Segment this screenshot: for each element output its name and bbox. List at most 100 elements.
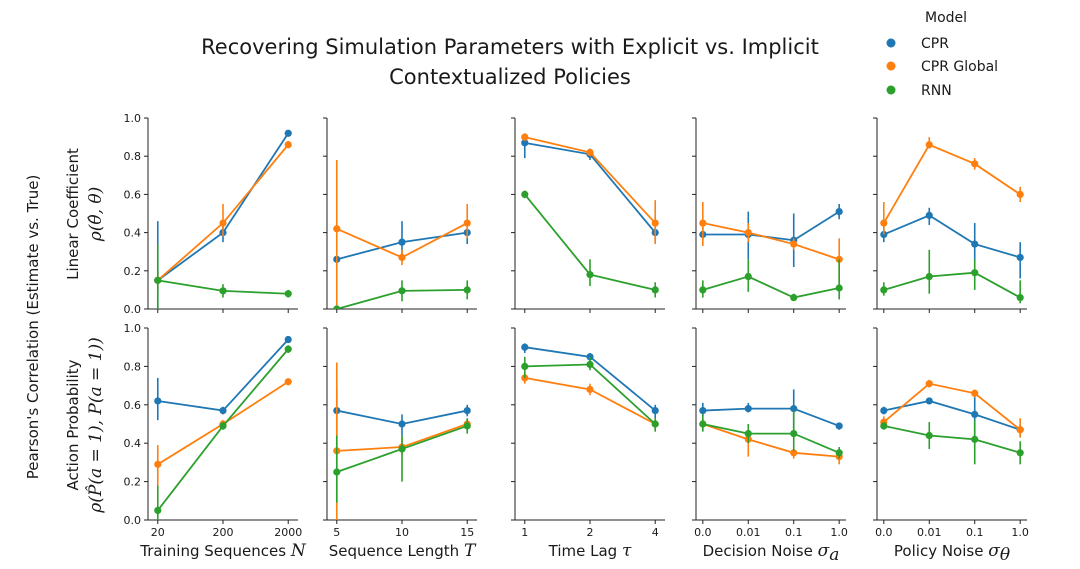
data-point-rnn — [284, 345, 292, 353]
data-point-cpr-global — [790, 240, 798, 248]
x-tick-label: 0.1 — [966, 526, 984, 539]
panel-series — [880, 137, 1024, 304]
data-point-cpr — [521, 343, 529, 351]
x-axis-label-symbol: τ — [622, 541, 632, 561]
data-point-cpr — [219, 406, 227, 415]
panel-series — [880, 379, 1024, 465]
data-point-rnn — [925, 272, 933, 281]
series-line-rnn — [702, 275, 840, 299]
series-line-rnn — [883, 425, 1021, 454]
data-point-rnn — [1016, 293, 1024, 302]
x-tick-label: 1.0 — [830, 526, 848, 539]
y-tick-label: 1.0 — [124, 322, 142, 335]
data-point-cpr-global — [284, 141, 292, 149]
data-point-rnn — [521, 362, 529, 370]
x-axis-label-text: Policy Noise — [894, 542, 988, 560]
panel-series — [699, 389, 843, 465]
data-point-cpr-global — [284, 378, 292, 386]
x-axis-label: Training Sequences N — [139, 541, 307, 561]
data-point-cpr — [521, 139, 529, 147]
data-point-cpr — [398, 238, 406, 246]
data-point-rnn — [521, 190, 529, 198]
data-point-cpr — [880, 406, 888, 415]
series-line-cpr-global — [702, 222, 840, 261]
row-math-top: ρ(θ̂, θ) — [86, 187, 106, 243]
x-tick-label: 0.0 — [875, 526, 893, 539]
data-point-rnn — [398, 287, 406, 295]
legend-marker-cpr — [886, 38, 896, 48]
chart-title-line-2: Contextualized Policies — [389, 65, 631, 89]
data-point-cpr-global — [154, 460, 162, 468]
x-tick-label: 5 — [333, 526, 340, 539]
panel-series — [521, 133, 659, 298]
row-label-top: Linear Coefficient — [64, 148, 82, 280]
panel-r0-c1 — [323, 117, 477, 313]
data-point-rnn — [744, 272, 752, 281]
plot-grid: 0.00.20.40.60.81.00.00.20.40.60.81.020 20… — [124, 112, 1029, 565]
data-point-cpr-global — [880, 219, 888, 227]
y-tick-label: 0.2 — [124, 265, 142, 278]
data-point-cpr — [699, 406, 707, 415]
y-axis-label: Pearson's Correlation (Estimate vs. True… — [24, 175, 42, 480]
data-point-rnn — [925, 431, 933, 440]
data-point-cpr-global — [586, 148, 594, 156]
panel-r0-c2 — [511, 117, 665, 313]
series-line-rnn — [883, 271, 1021, 299]
panel-r1-c2: 1 2 4 Time Lag τ — [511, 327, 665, 561]
x-axis-label-text: Sequence Length — [329, 542, 464, 560]
data-point-rnn — [154, 506, 162, 514]
data-point-rnn — [219, 422, 227, 430]
data-point-rnn — [1016, 449, 1024, 457]
data-point-rnn — [651, 286, 659, 294]
y-tick-label: 0.4 — [124, 227, 142, 240]
x-axis-label: Policy Noise σθ — [894, 541, 1010, 565]
data-point-rnn — [971, 435, 979, 443]
data-point-cpr-global — [521, 133, 529, 141]
panel-r1-c1: 5 10 15 Sequence Length T — [323, 327, 477, 561]
x-tick-label: 0.1 — [785, 526, 803, 539]
x-tick-label: 0.01 — [917, 526, 942, 539]
x-tick-label: 20 — [151, 526, 165, 539]
legend-label-cpr-global: CPR Global — [921, 59, 998, 75]
panel-r0-c0: 0.0 0.2 0.4 0.6 0.8 1.0 — [124, 112, 298, 316]
y-tick-label: 0.0 — [124, 303, 142, 316]
y-tick-label: 0.6 — [124, 399, 142, 412]
x-tick-label: 1.0 — [1011, 526, 1029, 539]
data-point-rnn — [744, 430, 752, 438]
x-tick-label: 0.0 — [694, 526, 712, 539]
x-axis-label: Time Lag τ — [548, 541, 632, 561]
series-line-cpr-global — [883, 143, 1021, 224]
x-tick-label: 4 — [652, 526, 659, 539]
series-line-cpr — [883, 214, 1021, 259]
data-point-cpr-global — [971, 160, 979, 168]
x-axis-label-symbol: σ — [988, 541, 1000, 561]
x-tick-label: 0.01 — [736, 526, 761, 539]
x-axis-label: Sequence Length T — [329, 541, 477, 561]
data-point-cpr — [1016, 253, 1024, 262]
data-point-rnn — [586, 360, 594, 369]
panel-series — [521, 343, 659, 432]
x-tick-label: 15 — [460, 526, 474, 539]
legend-label-rnn: RNN — [921, 83, 952, 99]
series-line-cpr-global — [702, 423, 840, 458]
data-point-cpr — [835, 422, 843, 430]
x-axis-label-text: Time Lag — [548, 542, 622, 560]
panel-series — [154, 129, 292, 309]
data-point-cpr — [284, 129, 292, 137]
data-point-rnn — [284, 290, 292, 298]
data-point-rnn — [398, 445, 406, 453]
row-math-bottom: ρ(P̂(a = 1), P(a = 1)) — [86, 337, 106, 513]
series-line-cpr — [157, 338, 289, 412]
data-point-rnn — [586, 271, 594, 279]
data-point-rnn — [219, 287, 227, 295]
data-point-cpr-global — [790, 449, 798, 457]
series-line-cpr-global — [883, 382, 1021, 431]
legend-label-cpr: CPR — [921, 36, 949, 52]
data-point-rnn — [333, 305, 341, 309]
x-axis-label: Decision Noise σa — [703, 541, 840, 565]
data-point-cpr — [154, 397, 162, 405]
data-point-rnn — [699, 286, 707, 294]
x-axis-label-text: Decision Noise — [703, 542, 818, 560]
data-point-cpr — [835, 207, 843, 216]
